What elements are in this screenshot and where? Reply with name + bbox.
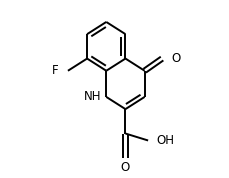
Text: O: O xyxy=(120,161,130,174)
Text: OH: OH xyxy=(156,134,174,147)
Text: F: F xyxy=(52,64,58,77)
Text: O: O xyxy=(171,52,180,65)
Text: NH: NH xyxy=(83,90,101,103)
